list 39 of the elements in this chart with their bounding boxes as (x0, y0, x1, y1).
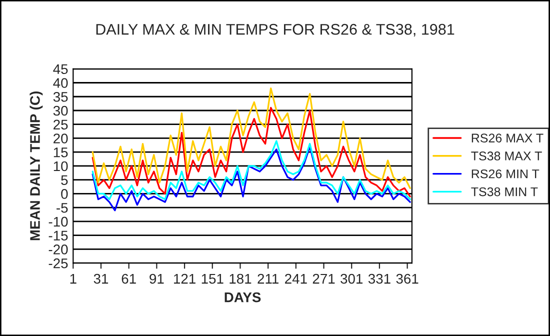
y-tick-label: 10 (54, 161, 68, 172)
legend-label: TS38 MAX T (471, 152, 542, 160)
y-tick-label: -15 (48, 230, 68, 241)
y-tick-label: 15 (54, 148, 68, 158)
legend-label: RS26 MIN T (472, 169, 540, 178)
line-series (92, 140, 411, 200)
y-tick-label: 40 (53, 78, 68, 88)
x-tick-label: 151 (202, 274, 224, 284)
y-tick-label: -10 (48, 216, 68, 227)
y-tick-label: -25 (48, 258, 68, 268)
x-tick-label: 121 (174, 274, 196, 284)
x-tick-label: 61 (122, 274, 136, 284)
x-tick-label: 361 (396, 274, 418, 284)
y-tick-label: -20 (48, 244, 68, 254)
y-tick-label: 0 (61, 189, 68, 199)
x-tick-label: 91 (150, 274, 164, 284)
x-tick-label: 271 (312, 274, 335, 284)
x-tick-label: 1 (70, 274, 76, 284)
chart-title: DAILY MAX & MIN TEMPS FOR RS26 & TS38, 1981 (96, 24, 454, 37)
x-tick-label: 331 (368, 274, 390, 284)
y-tick-label: -5 (56, 203, 68, 213)
y-tick-label: 5 (61, 175, 68, 186)
x-tick-label: 31 (94, 274, 108, 284)
legend-label: RS26 MAX T (472, 134, 544, 142)
legend-label: TS38 MIN T (471, 187, 538, 196)
y-tick-label: 35 (53, 92, 68, 102)
x-tick-label: 211 (258, 274, 278, 284)
line-series (92, 106, 411, 198)
line-series (92, 87, 411, 190)
y-tick-label: 25 (54, 120, 68, 130)
x-tick-label: 181 (230, 274, 252, 284)
x-axis-title: DAYS (224, 292, 261, 302)
y-tick-label: 30 (53, 106, 68, 116)
y-tick-label: 20 (54, 134, 68, 144)
x-tick-label: 241 (285, 274, 307, 284)
y-tick-label: 45 (53, 64, 68, 74)
x-tick-label: 301 (340, 274, 363, 284)
y-axis-title: MEAN DAILY TEMP (C) (30, 92, 43, 240)
line-series (92, 146, 411, 212)
